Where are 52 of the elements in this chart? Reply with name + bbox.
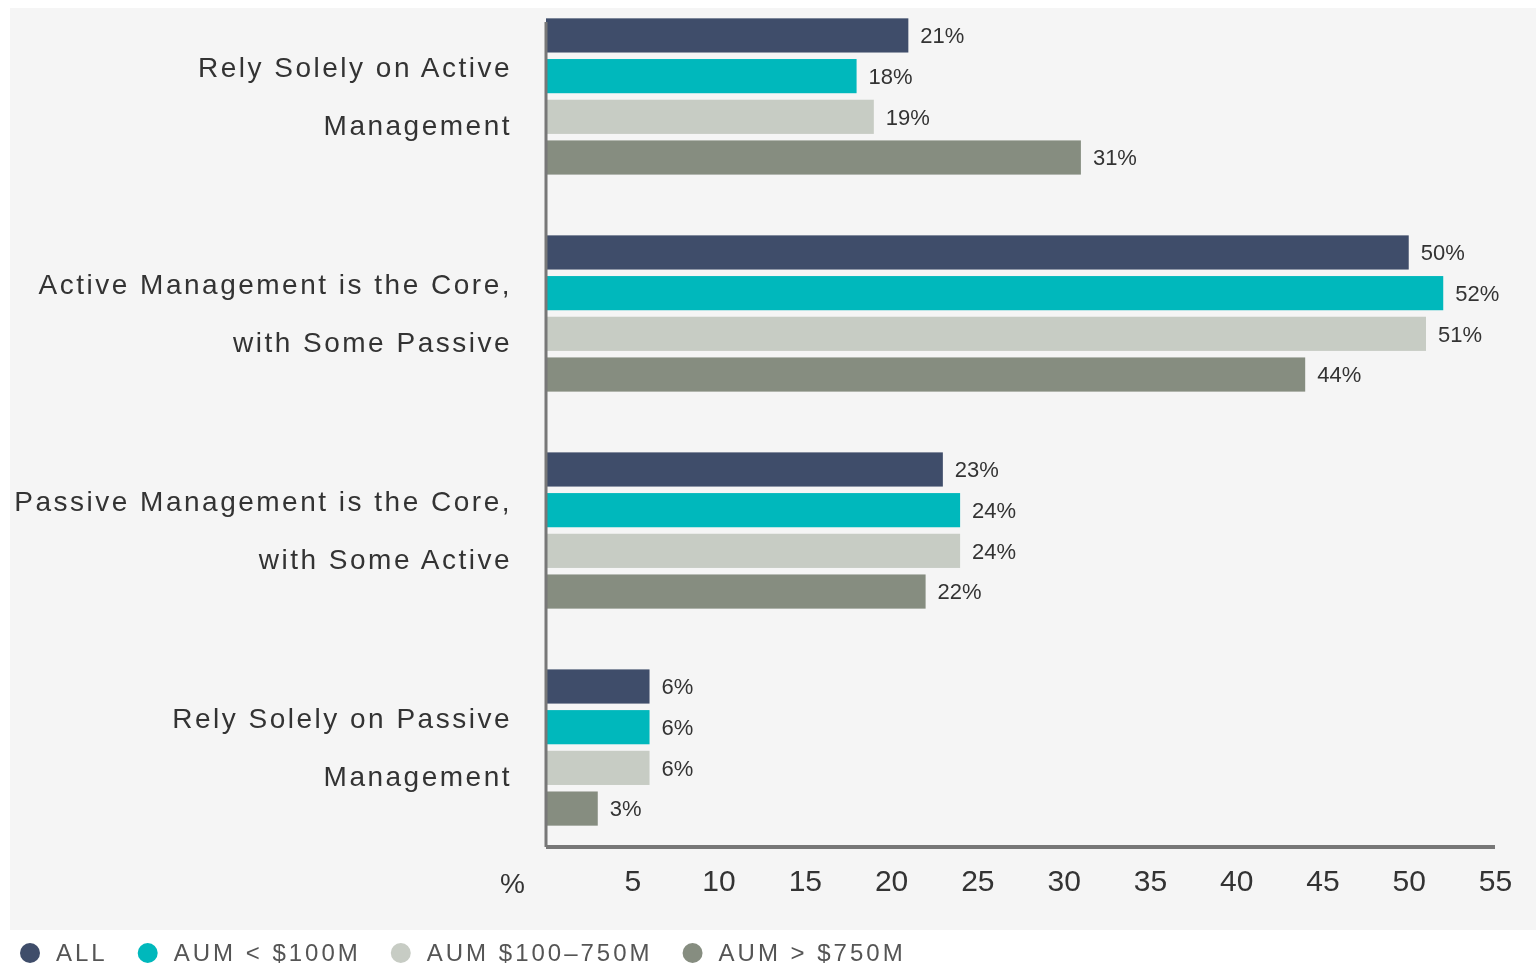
bar — [546, 710, 650, 745]
data-label: 31% — [1092, 145, 1137, 171]
data-label: 24% — [972, 538, 1017, 564]
x-tick-label: 50 — [1392, 864, 1426, 898]
data-label: 44% — [1317, 362, 1362, 388]
x-tick-label: 15 — [788, 864, 823, 898]
bar — [546, 59, 857, 94]
legend-label: AUM $100–750M — [426, 939, 653, 966]
x-tick-label: 5 — [624, 864, 642, 898]
x-tick-label: 35 — [1133, 864, 1168, 898]
x-tick-label: 25 — [961, 864, 995, 898]
data-label: 22% — [937, 579, 982, 605]
bar — [546, 750, 650, 785]
data-label: 3% — [609, 796, 642, 822]
y-tick-label: Rely Solely on Passive Management — [172, 703, 512, 793]
bar — [546, 493, 961, 528]
bar — [546, 140, 1081, 175]
y-tick-label: Rely Solely on Active Management — [198, 52, 512, 142]
data-label: 6% — [661, 674, 694, 700]
bar — [546, 791, 598, 826]
bar — [546, 452, 943, 487]
x-axis-title: % — [500, 868, 525, 899]
x-tick-label: 30 — [1047, 864, 1081, 898]
bar — [546, 276, 1444, 311]
data-label: 19% — [885, 104, 930, 130]
x-tick-label: 20 — [874, 864, 909, 898]
x-tick-label: 55 — [1478, 864, 1513, 898]
data-label: 51% — [1437, 321, 1483, 347]
bar — [546, 669, 650, 704]
data-label: 6% — [661, 714, 694, 740]
bar — [546, 357, 1306, 392]
x-tick-label: 10 — [702, 864, 736, 898]
x-tick-label: 40 — [1219, 864, 1254, 898]
bar — [546, 18, 909, 53]
legend-label: AUM < $100M — [173, 939, 361, 966]
data-label: 50% — [1420, 240, 1465, 266]
bar — [546, 99, 874, 134]
data-label: 21% — [920, 23, 965, 49]
data-label: 18% — [868, 63, 913, 89]
data-label: 23% — [954, 457, 999, 483]
x-tick-label: 45 — [1306, 864, 1340, 898]
legend-label: ALL — [56, 939, 108, 966]
data-label: 6% — [661, 755, 694, 781]
bar — [546, 533, 961, 568]
bar — [546, 574, 926, 609]
y-tick-label: Passive Management is the Core, with Some Active — [14, 486, 512, 576]
y-tick-label: Active Management is the Core, with Some Passive — [38, 269, 512, 359]
data-label: 24% — [972, 497, 1017, 523]
bar — [546, 316, 1426, 351]
data-label: 52% — [1455, 280, 1500, 306]
legend-label: AUM > $750M — [718, 939, 906, 966]
bar — [546, 235, 1409, 270]
